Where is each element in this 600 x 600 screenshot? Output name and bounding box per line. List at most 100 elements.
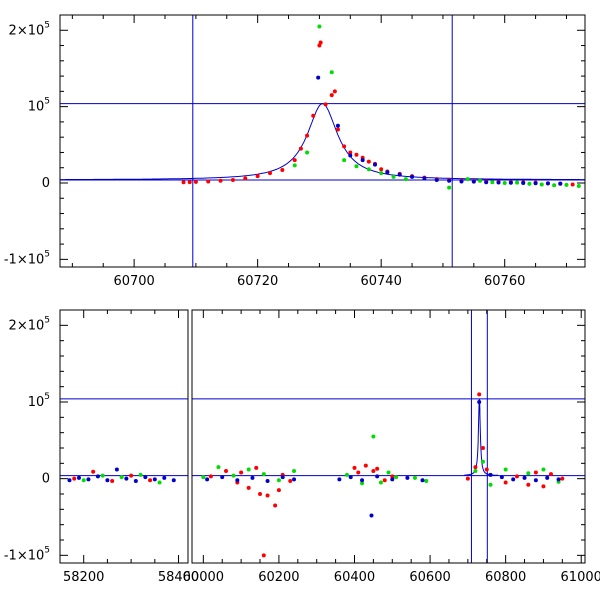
data-point — [545, 181, 550, 186]
y-tick-label-exponent: 5 — [44, 249, 50, 259]
data-point — [317, 43, 322, 48]
data-point — [208, 474, 213, 479]
data-point — [379, 167, 384, 172]
y-tick-label-base: 2×10 — [9, 23, 45, 38]
data-point — [502, 181, 507, 185]
data-point — [316, 75, 321, 80]
data-point — [86, 477, 91, 482]
data-point — [100, 473, 105, 478]
data-point — [335, 123, 340, 128]
data-point — [539, 182, 544, 187]
data-point — [397, 172, 402, 177]
data-point — [545, 475, 550, 480]
data-point — [459, 179, 464, 184]
data-point — [72, 476, 77, 481]
y-tick-label: 105 — [28, 96, 50, 114]
data-point — [527, 181, 532, 186]
plot-frame — [191, 309, 586, 564]
y-tick-label-base: 2×10 — [9, 318, 45, 333]
data-point — [382, 478, 387, 483]
plot-area — [60, 15, 585, 267]
data-point — [391, 174, 396, 179]
data-point — [311, 113, 316, 118]
data-point — [254, 465, 259, 470]
data-point — [471, 179, 476, 184]
data-point — [508, 180, 513, 185]
y-tick-label-exponent: 5 — [44, 315, 50, 325]
x-tick-label: 58200 — [63, 570, 104, 585]
data-point — [280, 475, 285, 480]
data-point — [329, 93, 334, 98]
data-point — [375, 466, 380, 471]
data-point — [95, 474, 100, 479]
data-point — [526, 482, 531, 487]
data-point — [239, 470, 244, 475]
data-point — [76, 475, 81, 480]
y-tick-label-exponent: 5 — [44, 96, 50, 106]
data-point — [420, 478, 425, 483]
model-curve — [60, 103, 585, 181]
data-point — [298, 146, 303, 151]
data-point — [261, 553, 266, 558]
y-tick-label-exponent: 5 — [44, 392, 50, 402]
x-tick-label: 60740 — [360, 274, 401, 289]
data-point — [133, 478, 138, 483]
data-point — [570, 182, 575, 187]
data-point — [105, 478, 110, 483]
y-tick-label: 105 — [28, 392, 50, 410]
data-point — [526, 471, 531, 476]
plot-frame — [59, 309, 189, 564]
data-point — [230, 177, 235, 182]
data-point — [292, 158, 297, 163]
data-point — [348, 150, 353, 155]
data-point — [541, 484, 546, 489]
data-point — [354, 152, 359, 157]
y-tick-label: -1×105 — [4, 545, 50, 563]
data-point — [496, 180, 501, 185]
data-point — [488, 482, 493, 487]
data-point — [162, 475, 167, 480]
data-point — [556, 477, 561, 482]
data-point — [216, 465, 221, 470]
plot-frame — [59, 14, 586, 268]
data-point — [533, 181, 538, 186]
data-point — [394, 475, 399, 480]
data-point — [323, 102, 328, 107]
data-point — [422, 176, 427, 181]
data-point — [91, 469, 96, 474]
data-point — [235, 478, 240, 483]
data-point — [119, 475, 124, 480]
data-point — [342, 158, 347, 163]
data-point — [379, 171, 384, 176]
data-point — [552, 183, 557, 188]
data-point — [503, 467, 508, 472]
data-point — [354, 164, 359, 169]
data-point — [541, 467, 546, 472]
data-point — [218, 178, 223, 183]
data-point — [246, 467, 251, 472]
data-point — [576, 184, 581, 189]
data-point — [317, 24, 322, 29]
data-point — [356, 470, 361, 475]
data-point — [360, 478, 365, 483]
y-tick-label: -1×105 — [4, 249, 50, 267]
data-point — [412, 475, 417, 480]
data-point — [484, 467, 489, 472]
data-point — [138, 472, 143, 477]
data-point — [434, 177, 439, 182]
y-tick-label-base: 10 — [28, 99, 45, 114]
data-point — [503, 480, 508, 485]
data-point — [332, 89, 337, 94]
data-point — [348, 153, 353, 158]
data-point — [292, 477, 297, 482]
data-point — [386, 470, 391, 475]
data-point — [171, 478, 176, 483]
data-point — [305, 133, 310, 138]
data-point — [515, 180, 520, 185]
x-tick-label: 58400 — [158, 570, 199, 585]
plot-area-segment — [60, 398, 188, 485]
data-point — [465, 476, 470, 481]
data-point — [410, 174, 415, 179]
data-point — [206, 179, 211, 184]
